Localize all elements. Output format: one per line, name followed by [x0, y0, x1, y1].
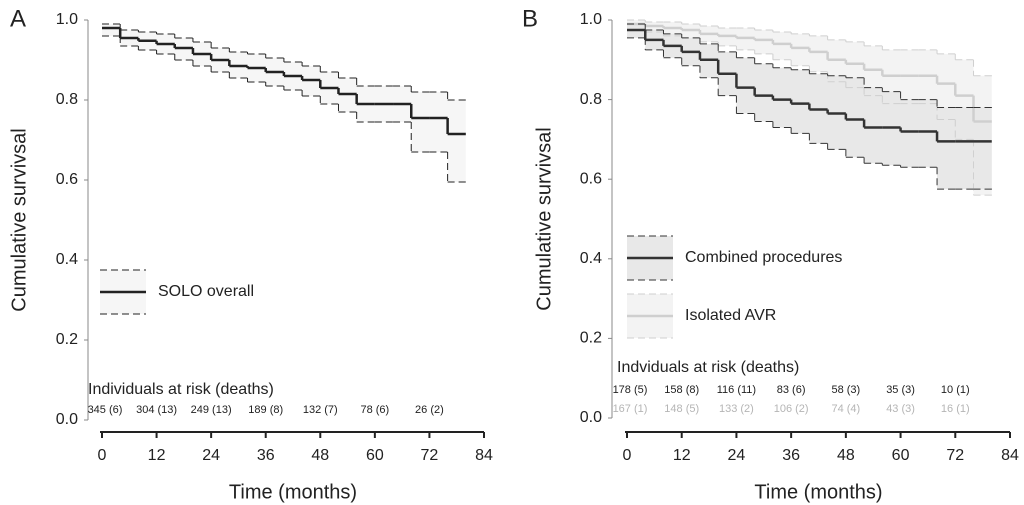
risk-count: 35 (3)	[886, 384, 915, 396]
risk-count: 304 (13)	[136, 404, 177, 416]
legend-label: Combined procedures	[685, 249, 842, 266]
risk-count: 83 (6)	[777, 384, 806, 396]
risk-table-title: Indviduals at risk (deaths)	[617, 359, 799, 376]
x-tick-label: 12	[673, 447, 691, 464]
x-tick-label: 84	[1001, 447, 1019, 464]
y-tick-label: 0.2	[580, 330, 602, 347]
legend-label: Isolated AVR	[685, 307, 776, 324]
x-tick-label: 24	[202, 447, 220, 464]
x-tick-label: 36	[257, 447, 275, 464]
risk-count: 132 (7)	[303, 404, 338, 416]
risk-count: 58 (3)	[831, 384, 860, 396]
risk-count: 78 (6)	[360, 404, 389, 416]
x-tick-label: 60	[366, 447, 384, 464]
risk-count: 158 (8)	[664, 384, 699, 396]
x-tick-label: 72	[946, 447, 964, 464]
y-tick-label: 0.6	[580, 170, 602, 187]
x-tick-label: 60	[892, 447, 910, 464]
x-axis-label: Time (months)	[754, 481, 882, 503]
y-tick-label: 0.0	[580, 409, 602, 426]
x-tick-label: 0	[98, 447, 107, 464]
y-tick-label: 0.6	[56, 171, 78, 188]
x-tick-label: 84	[475, 447, 493, 464]
risk-count: 16 (1)	[941, 403, 970, 415]
risk-count: 74 (4)	[831, 403, 860, 415]
x-tick-label: 24	[728, 447, 746, 464]
y-axis-label: Cumulative survivsal	[533, 127, 555, 310]
x-tick-label: 36	[782, 447, 800, 464]
risk-count: 345 (6)	[88, 404, 123, 416]
risk-count: 249 (13)	[191, 404, 232, 416]
y-tick-label: 0.4	[580, 250, 602, 267]
y-tick-label: 0.8	[580, 91, 602, 108]
y-tick-label: 1.0	[580, 11, 602, 28]
y-tick-label: 1.0	[56, 11, 78, 28]
y-tick-label: 0.4	[56, 251, 78, 268]
risk-count: 189 (8)	[248, 404, 283, 416]
risk-count: 178 (5)	[613, 384, 648, 396]
x-tick-label: 12	[148, 447, 166, 464]
ci-band	[627, 20, 992, 196]
panel-label: B	[522, 5, 538, 32]
y-tick-label: 0.8	[56, 91, 78, 108]
legend-label: SOLO overall	[158, 283, 254, 300]
risk-count: 26 (2)	[415, 404, 444, 416]
x-tick-label: 48	[837, 447, 855, 464]
x-tick-label: 72	[421, 447, 439, 464]
risk-count: 116 (11)	[717, 384, 756, 396]
panel-label: A	[10, 5, 26, 32]
x-axis-label: Time (months)	[229, 481, 357, 503]
y-tick-label: 0.0	[56, 411, 78, 428]
y-tick-label: 0.2	[56, 331, 78, 348]
risk-table-title: Individuals at risk (deaths)	[88, 381, 274, 398]
risk-count: 167 (1)	[613, 403, 648, 415]
risk-count: 148 (5)	[664, 403, 699, 415]
risk-count: 106 (2)	[774, 403, 809, 415]
risk-count: 10 (1)	[941, 384, 970, 396]
x-tick-label: 48	[311, 447, 329, 464]
risk-count: 43 (3)	[886, 403, 915, 415]
y-axis-label: Cumulative survivsal	[8, 128, 30, 311]
risk-count: 133 (2)	[719, 403, 754, 415]
x-tick-label: 0	[623, 447, 632, 464]
